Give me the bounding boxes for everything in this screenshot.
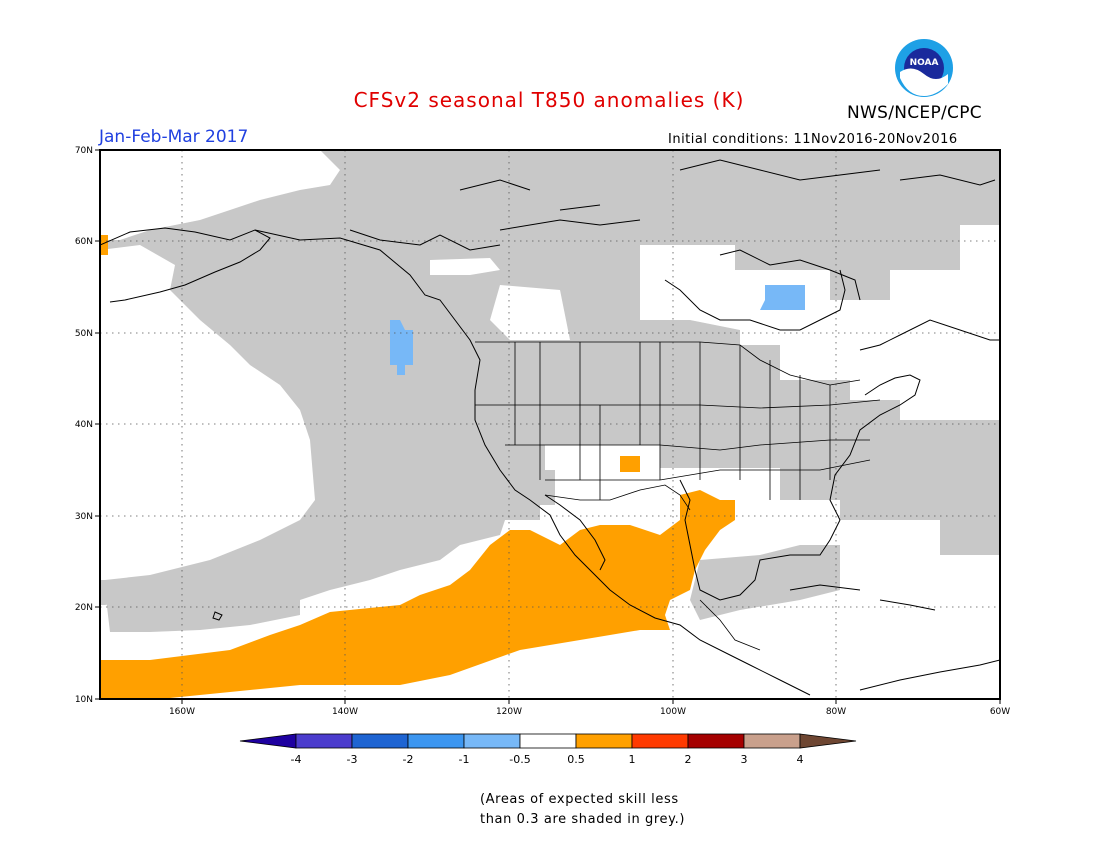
- colorbar-min-arrow: [239, 733, 297, 749]
- footnote-line-2: than 0.3 are shaded in grey.): [480, 812, 685, 827]
- gridlines: [100, 150, 1000, 699]
- lon-tick-label: 60W: [990, 707, 1010, 717]
- colorbar-label: 3: [741, 753, 748, 766]
- colorbar-segment: [519, 733, 577, 749]
- colorbar-label: 4: [797, 753, 804, 766]
- agency-label: NWS/NCEP/CPC: [847, 103, 982, 123]
- lat-tick-label: 60N: [75, 237, 93, 247]
- colorbar-label: -3: [347, 753, 358, 766]
- forecast-period: Jan-Feb-Mar 2017: [99, 127, 249, 147]
- lat-tick-label: 40N: [75, 420, 93, 430]
- colorbar-segment: [295, 733, 353, 749]
- colorbar-label: -2: [403, 753, 414, 766]
- map-title-text: CFSv2 seasonal T850 anomalies (K): [353, 88, 745, 112]
- coastlines: [100, 159, 1000, 696]
- lon-tick-label: 120W: [496, 707, 522, 717]
- colorbar-label: 1: [629, 753, 636, 766]
- lat-tick-label: 10N: [75, 695, 93, 705]
- colorbar-segment: [687, 733, 745, 749]
- pacific-white-regions: [100, 245, 315, 580]
- colorbar-label: -1: [459, 753, 470, 766]
- lat-tick-label: 70N: [75, 146, 93, 156]
- map-title: CFSv2 seasonal T850 anomalies (K): [0, 88, 1100, 112]
- lat-tick-label: 20N: [75, 603, 93, 613]
- lon-tick-label: 140W: [332, 707, 358, 717]
- colorbar-label: 2: [685, 753, 692, 766]
- lat-tick-label: 50N: [75, 329, 93, 339]
- lat-tick-labels: 70N 60N 50N 40N 30N 20N 10N: [75, 146, 93, 705]
- negative-anomaly-regions: [390, 285, 805, 375]
- colorbar: -4 -3 -2 -1 -0.5 0.5 1 2 3 4: [239, 733, 857, 766]
- noaa-logo-text: NOAA: [910, 58, 939, 68]
- footnote-line-1: (Areas of expected skill less: [480, 792, 679, 807]
- lon-tick-labels: 160W 140W 120W 100W 80W 60W: [169, 707, 1010, 717]
- noaa-logo: NOAA: [895, 39, 953, 97]
- lon-tick-label: 100W: [660, 707, 686, 717]
- colorbar-segment: [743, 733, 801, 749]
- colorbar-max-arrow: [799, 733, 857, 749]
- colorbar-label: -4: [291, 753, 302, 766]
- colorbar-segment: [351, 733, 409, 749]
- initial-conditions: Initial conditions: 11Nov2016-20Nov2016: [668, 132, 958, 147]
- colorbar-segment: [407, 733, 465, 749]
- colorbar-label: 0.5: [567, 753, 585, 766]
- map-area: [100, 150, 1000, 699]
- colorbar-segment: [463, 733, 521, 749]
- lon-tick-label: 160W: [169, 707, 195, 717]
- lat-tick-label: 30N: [75, 512, 93, 522]
- colorbar-segment: [575, 733, 633, 749]
- political-borders: [475, 341, 881, 651]
- colorbar-segment: [631, 733, 689, 749]
- positive-anomaly-regions: [100, 235, 735, 699]
- lon-tick-label: 80W: [826, 707, 846, 717]
- axis-ticks: [95, 149, 1001, 704]
- colorbar-label: -0.5: [509, 753, 530, 766]
